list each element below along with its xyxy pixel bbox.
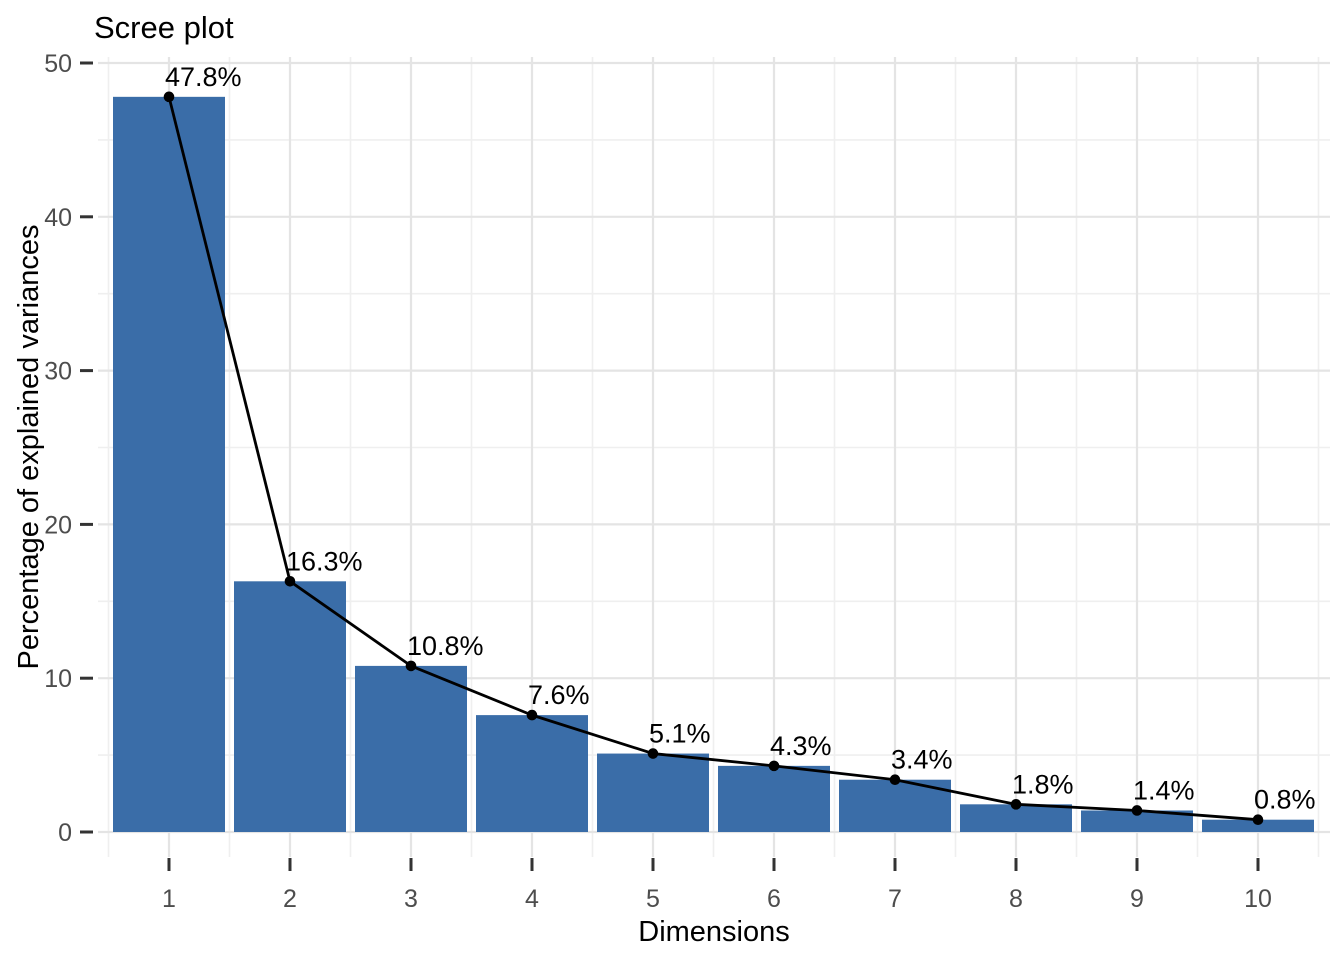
- variance-bar: [476, 715, 588, 832]
- gridlines-minor: [98, 57, 1330, 857]
- variance-bar: [1081, 810, 1193, 832]
- axis-tick-labels: 0 10 20 30 40 50 1 2 3 4 5 6 7 8 9 10: [44, 50, 1272, 913]
- y-tick-label: 30: [44, 358, 72, 386]
- x-tick-label: 2: [283, 885, 297, 913]
- point-value-label: 5.1%: [649, 719, 711, 749]
- scree-points: [163, 91, 1264, 825]
- x-tick-label: 6: [767, 885, 781, 913]
- scree-point: [405, 660, 417, 672]
- x-tick-label: 9: [1130, 885, 1144, 913]
- y-tick-label: 10: [44, 665, 72, 693]
- point-value-label: 3.4%: [891, 745, 953, 775]
- scree-point: [163, 91, 175, 103]
- x-tick-label: 3: [404, 885, 418, 913]
- x-tick-label: 10: [1244, 885, 1272, 913]
- variance-bars: [113, 96, 1314, 832]
- point-value-label: 1.4%: [1133, 775, 1195, 805]
- variance-bar: [234, 581, 346, 832]
- variance-bar: [718, 765, 830, 832]
- scree-polyline: [167, 96, 1259, 822]
- variance-bar: [597, 753, 709, 832]
- plot-title: Scree plot: [94, 10, 234, 45]
- scree-point: [889, 774, 901, 786]
- scree-point: [1131, 805, 1143, 816]
- point-value-label: 10.8%: [407, 631, 484, 661]
- x-tick-label: 7: [888, 885, 902, 913]
- x-tick-label: 4: [525, 885, 539, 913]
- scree-point: [768, 760, 780, 772]
- y-tick-label: 40: [44, 204, 72, 232]
- scree-point: [284, 576, 296, 587]
- scree-point: [647, 748, 659, 759]
- variance-bar: [355, 665, 467, 832]
- point-value-label: 16.3%: [286, 546, 363, 576]
- scree-point: [1010, 799, 1022, 810]
- y-tick-label: 50: [44, 50, 72, 78]
- scree-point: [526, 709, 538, 721]
- y-tick-label: 20: [44, 511, 72, 539]
- scree-point: [1252, 814, 1264, 825]
- x-tick-label: 5: [646, 885, 660, 913]
- variance-bar: [1202, 819, 1314, 832]
- x-axis-title: Dimensions: [638, 916, 790, 948]
- point-value-label: 47.8%: [165, 62, 242, 92]
- axis-tick-marks: [80, 61, 1260, 871]
- y-tick-label: 0: [58, 819, 72, 847]
- y-axis-title: Percentage of explained variances: [13, 225, 45, 670]
- x-tick-label: 8: [1009, 885, 1023, 913]
- point-value-label: 0.8%: [1254, 785, 1316, 815]
- scree-line: [167, 96, 1259, 822]
- point-value-labels: 47.8% 16.3% 10.8% 7.6% 5.1% 4.3% 3.4% 1.8% 1.4% 0…: [165, 62, 1316, 815]
- point-value-label: 7.6%: [528, 680, 590, 710]
- point-value-label: 1.8%: [1012, 769, 1074, 799]
- point-value-label: 4.3%: [770, 731, 832, 761]
- variance-bar: [113, 96, 225, 832]
- x-tick-label: 1: [162, 885, 176, 913]
